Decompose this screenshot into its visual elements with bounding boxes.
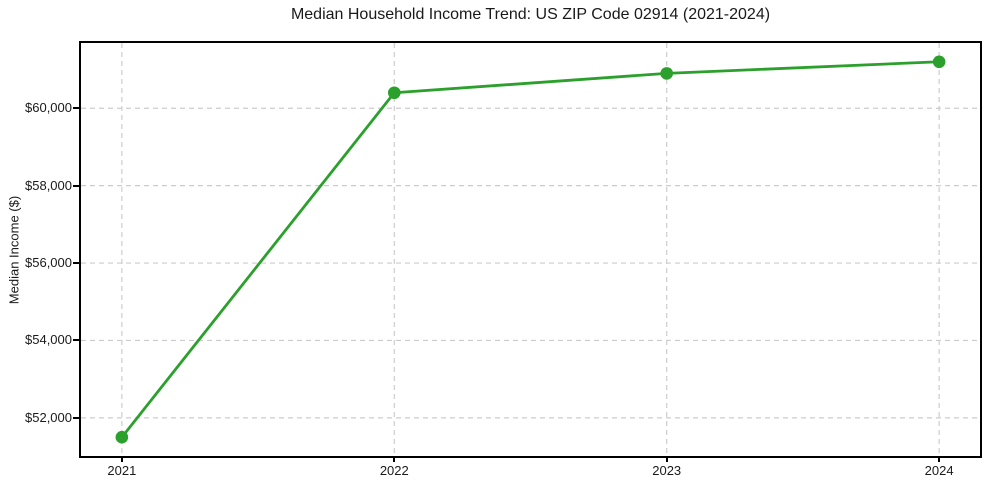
x-tick-label: 2022 bbox=[379, 463, 409, 478]
chart-title: Median Household Income Trend: US ZIP Co… bbox=[290, 6, 771, 23]
x-tick-mark bbox=[120, 456, 123, 462]
x-tick-mark bbox=[938, 456, 941, 462]
plot-area bbox=[79, 41, 982, 458]
line-chart-svg bbox=[81, 43, 980, 456]
y-tick-label: $60,000 bbox=[25, 100, 72, 116]
y-tick-mark bbox=[73, 262, 79, 265]
y-tick-label: $56,000 bbox=[25, 255, 72, 271]
y-tick-mark bbox=[73, 416, 79, 419]
x-tick-mark bbox=[393, 456, 396, 462]
y-tick-mark bbox=[73, 339, 79, 342]
y-tick-label: $54,000 bbox=[25, 332, 72, 348]
y-tick-mark bbox=[73, 184, 79, 187]
data-point-2023 bbox=[660, 67, 674, 80]
x-tick-label: 2024 bbox=[924, 463, 954, 478]
y-tick-mark bbox=[73, 107, 79, 110]
x-tick-label: 2021 bbox=[107, 463, 137, 478]
y-axis-label: Median Income ($) bbox=[6, 195, 22, 305]
income-trend-line bbox=[120, 60, 940, 439]
data-point-2021 bbox=[115, 430, 129, 444]
data-point-2022 bbox=[387, 86, 401, 100]
x-tick-mark bbox=[665, 456, 668, 462]
x-tick-label: 2023 bbox=[652, 463, 682, 478]
y-tick-label: $58,000 bbox=[25, 177, 72, 193]
data-point-2024 bbox=[932, 55, 946, 69]
y-tick-label: $52,000 bbox=[25, 409, 72, 425]
